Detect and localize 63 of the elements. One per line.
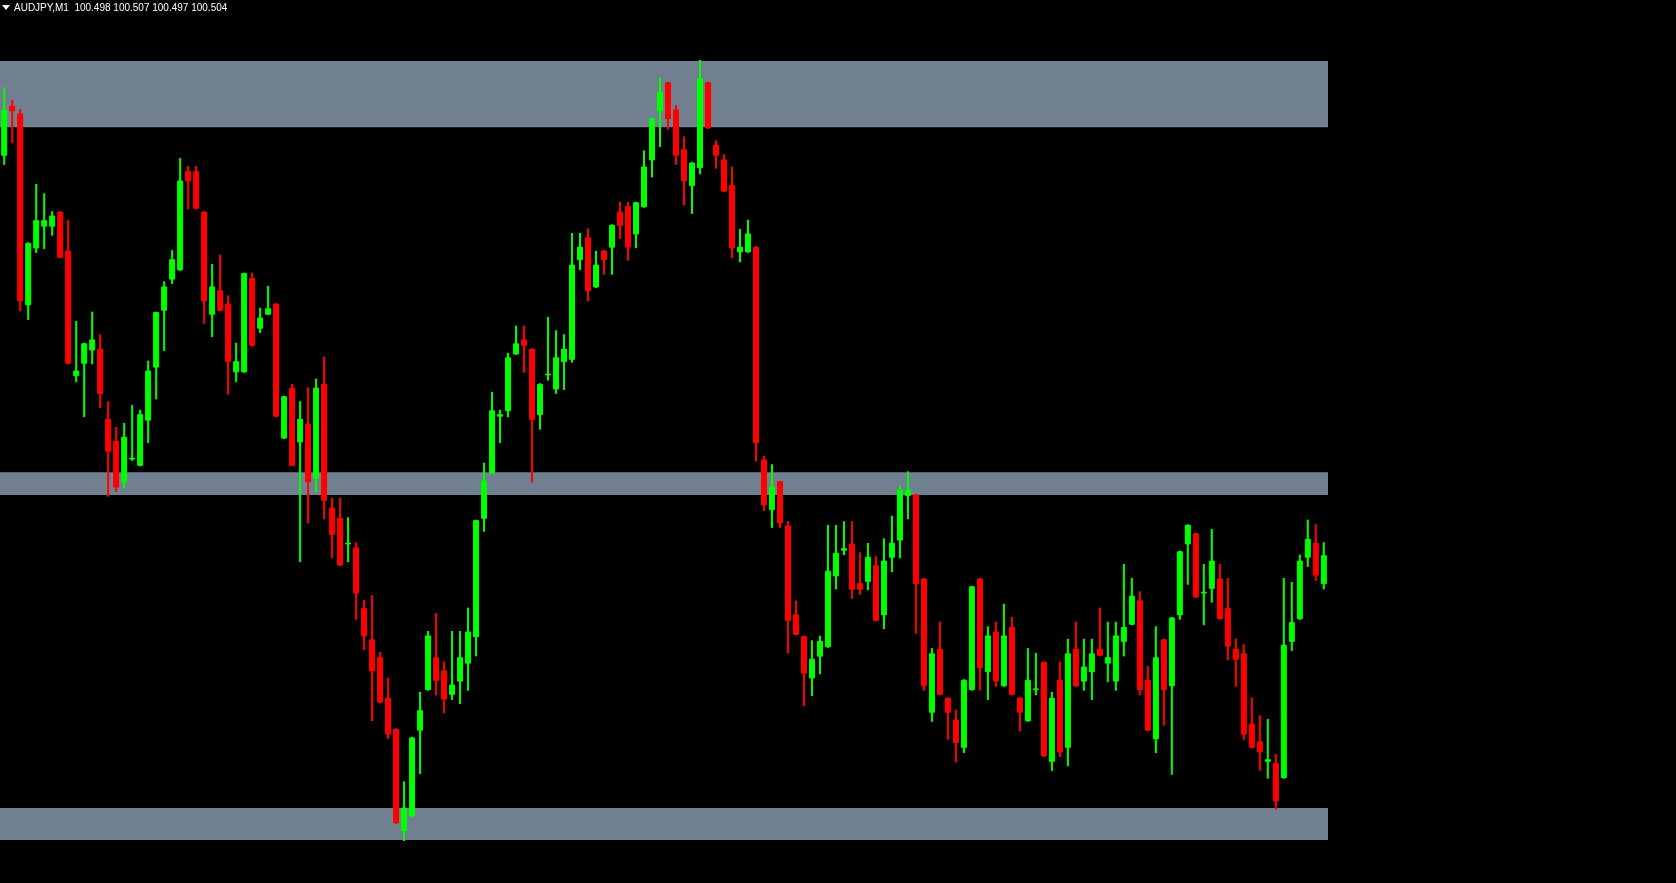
candlestick [816, 635, 823, 675]
candlestick [712, 140, 719, 169]
candlestick [169, 250, 176, 285]
candlestick [1256, 715, 1263, 771]
candlestick [417, 691, 424, 775]
candlestick [736, 229, 743, 263]
candlestick [808, 640, 815, 697]
chart-title: AUDJPY,M1 100.498 100.507 100.497 100.504 [14, 1, 228, 13]
candlestick [1288, 581, 1295, 651]
candlestick [1120, 564, 1127, 657]
candlestick [265, 285, 272, 316]
candlestick [1248, 697, 1255, 749]
candlestick [593, 250, 600, 288]
candlestick [297, 401, 304, 563]
candlestick [1104, 621, 1111, 683]
candlestick [944, 697, 951, 740]
candlestick [521, 325, 528, 373]
candlestick [1016, 697, 1023, 732]
candlestick [688, 162, 695, 214]
candlestick [129, 405, 136, 461]
candlestick [1184, 524, 1191, 585]
candlestick [449, 631, 456, 700]
candlestick [1200, 564, 1207, 626]
candlestick [1232, 638, 1239, 687]
candlestick [1096, 607, 1103, 657]
candlestick [401, 781, 408, 841]
candlestick [433, 613, 440, 696]
candlestick [161, 281, 168, 352]
candlestick [952, 709, 959, 763]
candlestick [840, 521, 847, 556]
candlestick [345, 517, 352, 563]
candlestick [1304, 519, 1311, 567]
candlestick [609, 224, 616, 275]
candlestick [73, 320, 80, 383]
candlestick [657, 77, 663, 147]
candlestick [1088, 638, 1095, 700]
candlestick [545, 317, 552, 381]
candlestick [513, 325, 520, 355]
candlestick [89, 311, 96, 365]
candlestick [768, 464, 775, 528]
candlestick [856, 552, 863, 595]
candlestick [49, 211, 56, 236]
candlestick [744, 219, 751, 253]
candlestick [601, 250, 608, 275]
candlestick [185, 165, 192, 210]
candlestick [81, 342, 88, 418]
candlestick [457, 631, 464, 704]
candlestick [888, 515, 895, 573]
candlestick [617, 201, 624, 239]
candlestick [257, 307, 264, 334]
candlestick [577, 232, 584, 270]
candlestick [9, 99, 16, 144]
candlestick [792, 600, 799, 636]
candlestick [497, 409, 504, 443]
candlestick [1080, 638, 1087, 691]
candlestick [1032, 652, 1039, 696]
candlestick [1264, 719, 1271, 779]
candlestick [904, 471, 911, 520]
candlestick [561, 334, 568, 390]
candlestick [41, 193, 48, 249]
candlestick [217, 254, 224, 312]
candlestick [233, 342, 240, 383]
candlestick [832, 525, 839, 590]
